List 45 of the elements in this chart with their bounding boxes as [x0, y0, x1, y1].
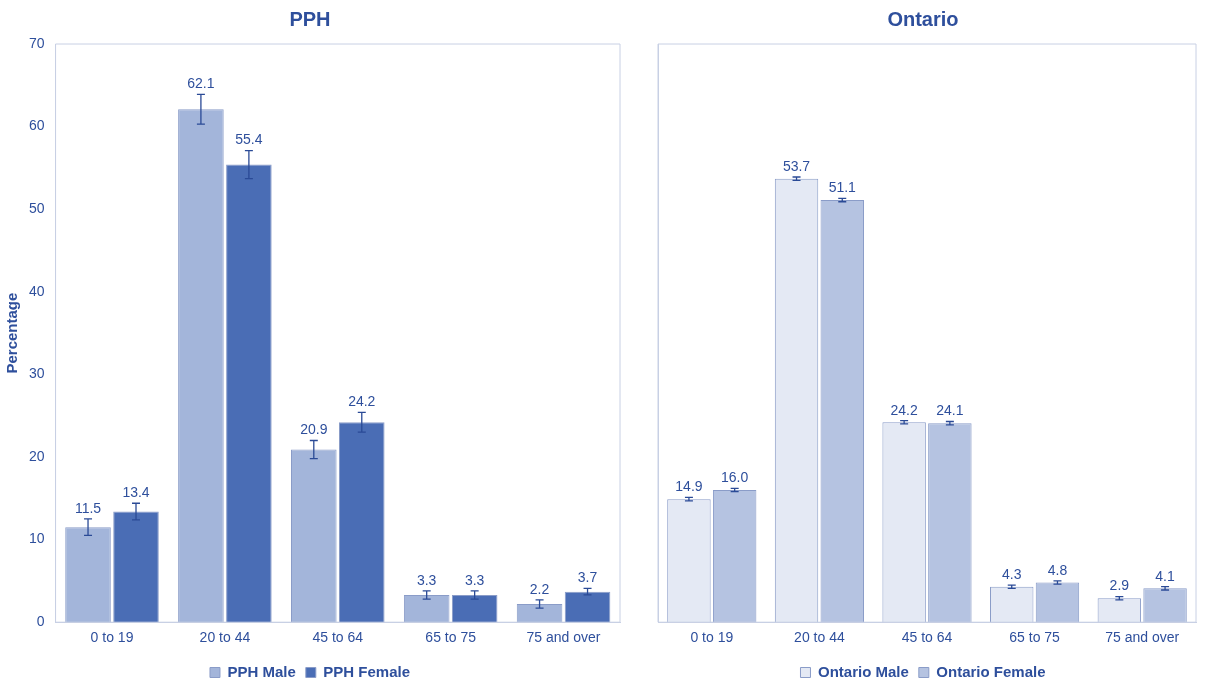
data-label: 2.2: [529, 580, 550, 597]
data-label: 3.3: [416, 571, 437, 588]
legend-label: Ontario Female: [936, 662, 1046, 680]
data-label: 4.3: [1002, 565, 1022, 582]
x-tick-label: 20 to 44: [199, 629, 251, 646]
y-tick-label: 70: [28, 34, 45, 51]
y-tick-label: 0: [36, 613, 45, 630]
legend-label: PPH Male: [227, 662, 296, 680]
data-label: 11.5: [74, 499, 102, 516]
data-label: 24.2: [348, 393, 376, 410]
data-label: 4.8: [1047, 561, 1068, 578]
x-tick-label: 0 to 19: [90, 629, 134, 646]
y-tick-label: 50: [28, 200, 45, 217]
x-tick-label: 65 to 75: [1009, 629, 1061, 646]
legend-label: PPH Female: [323, 662, 411, 680]
data-label: 55.4: [235, 131, 263, 148]
chart-title: Ontario: [887, 7, 959, 30]
data-label: 14.9: [675, 478, 703, 495]
data-label: 3.7: [577, 569, 598, 586]
data-label: 20.9: [300, 421, 328, 438]
legend-label: Ontario Male: [817, 662, 909, 680]
x-tick-label: 65 to 75: [425, 629, 477, 646]
y-tick-label: 30: [28, 365, 45, 382]
data-label: 16.0: [721, 469, 749, 486]
y-tick-label: 20: [28, 447, 45, 464]
y-tick-label: 40: [28, 282, 45, 299]
chart-title: PPH: [289, 7, 331, 30]
data-label: 24.1: [936, 402, 964, 419]
x-tick-label: 45 to 64: [312, 629, 364, 646]
x-tick-label: 20 to 44: [794, 629, 845, 646]
y-tick-label: 60: [28, 117, 45, 134]
x-tick-label: 0 to 19: [690, 629, 734, 646]
data-label: 3.3: [464, 571, 485, 588]
data-label: 2.9: [1109, 577, 1130, 594]
data-label: 4.1: [1155, 567, 1176, 584]
x-tick-label: 75 and over: [1105, 629, 1180, 646]
data-label: 62.1: [187, 75, 215, 92]
data-label: 51.1: [828, 179, 857, 196]
x-tick-label: 75 and over: [526, 629, 601, 646]
data-label: 53.7: [782, 157, 811, 174]
x-tick-label: 45 to 64: [901, 629, 953, 646]
data-label: 13.4: [122, 484, 150, 501]
y-tick-label: 10: [28, 530, 45, 547]
data-label: 24.2: [890, 401, 918, 418]
y-axis-title: Percentage: [3, 292, 21, 374]
